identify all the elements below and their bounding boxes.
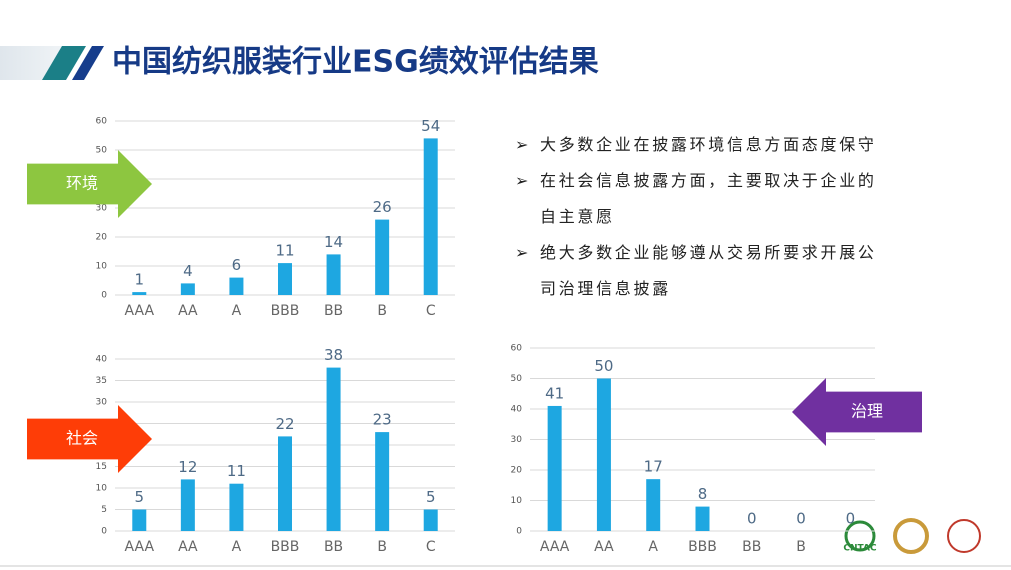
y-tick-label: 20 — [96, 233, 108, 243]
y-tick-label: 60 — [511, 344, 523, 354]
bar — [132, 292, 147, 295]
bar — [229, 483, 244, 531]
y-tick-label: 10 — [96, 484, 108, 494]
logo — [893, 518, 929, 554]
y-tick-label: 10 — [511, 496, 523, 506]
bar — [695, 506, 710, 531]
bar — [646, 479, 661, 531]
data-label: 0 — [846, 510, 856, 528]
x-tick-label: BB — [742, 539, 761, 555]
x-tick-label: BBB — [271, 539, 300, 555]
x-tick-label: AAA — [125, 539, 155, 555]
header-decor — [42, 46, 86, 80]
data-label: 23 — [373, 411, 392, 429]
x-tick-label: B — [377, 303, 387, 319]
data-label: 4 — [183, 262, 193, 280]
x-tick-label: AA — [594, 539, 614, 555]
data-label: 50 — [594, 357, 613, 375]
x-tick-label: BB — [324, 303, 343, 319]
arrow-shape — [792, 378, 922, 446]
x-tick-label: AAA — [125, 303, 155, 319]
x-tick-label: AA — [178, 539, 198, 555]
data-label: 11 — [227, 462, 246, 480]
y-tick-label: 35 — [96, 376, 107, 386]
data-label: 1 — [135, 271, 145, 289]
data-label: 6 — [232, 256, 242, 274]
y-tick-label: 15 — [96, 462, 107, 472]
bar — [180, 283, 195, 295]
y-tick-label: 50 — [511, 374, 523, 384]
logo-text: CNTAC — [843, 544, 877, 554]
bullet: 绝大多数企业能够遵从交易所要求开展公司治理信息披露 — [515, 235, 880, 307]
x-tick-label: B — [796, 539, 806, 555]
data-label: 54 — [421, 117, 440, 135]
bar — [180, 479, 195, 531]
bar — [278, 263, 292, 295]
data-label: 41 — [545, 384, 564, 402]
data-label: 0 — [747, 510, 757, 528]
data-label: 8 — [698, 485, 708, 503]
x-tick-label: C — [426, 539, 436, 555]
y-tick-label: 60 — [96, 117, 108, 127]
x-tick-label: B — [377, 539, 387, 555]
arrow-label: 环境 — [66, 174, 98, 193]
bar — [423, 138, 438, 295]
arrow-shape — [27, 405, 152, 473]
data-label: 22 — [275, 415, 294, 433]
bullet-list: 大多数企业在披露环境信息方面态度保守在社会信息披露方面，主要取决于企业的自主意愿… — [515, 127, 880, 307]
arrow-label: 社会 — [66, 429, 98, 448]
page-title: 中国纺织服装行业ESG绩效评估结果 — [112, 45, 599, 80]
data-label: 12 — [178, 458, 197, 476]
header-decor — [72, 46, 104, 80]
y-tick-label: 40 — [511, 405, 523, 415]
y-tick-label: 30 — [96, 204, 108, 214]
bar — [278, 436, 292, 531]
bullet: 大多数企业在披露环境信息方面态度保守 — [515, 127, 880, 163]
bar — [326, 254, 341, 295]
x-tick-label: A — [648, 539, 658, 555]
logo — [947, 519, 981, 553]
y-tick-label: 0 — [516, 527, 522, 537]
data-label: 5 — [135, 488, 145, 506]
y-tick-label: 0 — [101, 291, 107, 301]
bar — [596, 378, 611, 531]
y-tick-label: 20 — [511, 466, 523, 476]
bullet: 在社会信息披露方面，主要取决于企业的自主意愿 — [515, 163, 880, 235]
x-tick-label: BBB — [271, 303, 300, 319]
bar — [229, 277, 244, 295]
bar — [326, 367, 341, 531]
logo — [844, 520, 876, 552]
bar — [375, 219, 390, 295]
y-tick-label: 10 — [96, 262, 108, 272]
data-label: 26 — [373, 198, 392, 216]
arrow-label: 治理 — [851, 402, 883, 421]
data-label: 17 — [644, 458, 663, 476]
x-tick-label: C — [426, 303, 436, 319]
bar — [423, 509, 438, 531]
data-label: 11 — [275, 242, 294, 260]
x-tick-label: BB — [324, 539, 343, 555]
y-tick-label: 50 — [96, 146, 108, 156]
data-label: 14 — [324, 233, 343, 251]
x-tick-label: AA — [178, 303, 198, 319]
y-tick-label: 5 — [101, 505, 107, 515]
x-tick-label: BBB — [688, 539, 717, 555]
x-tick-label: A — [232, 303, 242, 319]
x-tick-label: AAA — [540, 539, 570, 555]
data-label: 0 — [796, 510, 806, 528]
bar — [132, 509, 147, 531]
x-tick-label: A — [232, 539, 242, 555]
y-tick-label: 30 — [96, 398, 108, 408]
arrow-shape — [27, 150, 152, 218]
data-label: 5 — [426, 488, 436, 506]
bar — [375, 432, 390, 531]
data-label: 38 — [324, 346, 343, 364]
y-tick-label: 0 — [101, 527, 107, 537]
bar — [547, 405, 562, 531]
y-tick-label: 40 — [96, 355, 108, 365]
y-tick-label: 30 — [511, 435, 523, 445]
